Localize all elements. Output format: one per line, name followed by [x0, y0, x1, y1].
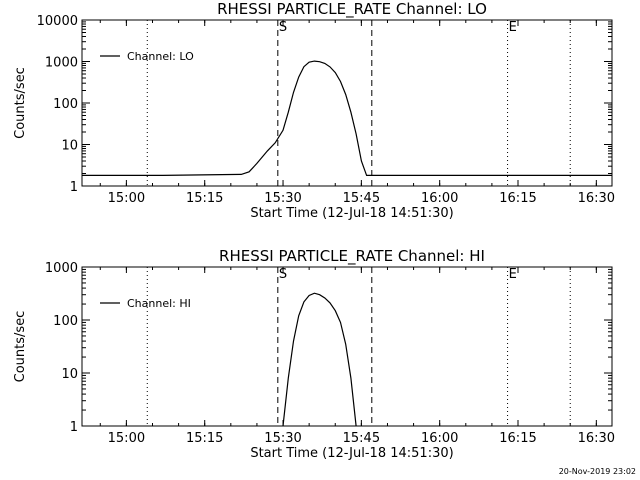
panel-2-x-tick-label: 16:00 [421, 431, 458, 446]
panel-1-legend-label: Channel: LO [127, 50, 194, 63]
panel-1-x-tick-label: 16:00 [421, 191, 458, 206]
panel-1-x-tick-label: 15:15 [186, 191, 223, 206]
panel-2-x-tick-label: 15:15 [186, 431, 223, 446]
panel-2-marker-label: E [509, 267, 517, 282]
panel-1-y-tick-label: 1000 [45, 56, 78, 71]
panel-2-x-tick-label: 15:30 [264, 431, 301, 446]
panel-1-marker-label: E [509, 20, 517, 35]
panel-2-y-tick-label: 1000 [45, 261, 78, 276]
timestamp-footer: 20-Nov-2019 23:02 [559, 467, 636, 476]
panel-2-y-tick-label: 100 [53, 314, 78, 329]
panel-1-y-tick-label: 1 [70, 180, 78, 195]
panel-2-y-tick-label: 10 [61, 367, 78, 382]
panel-1-x-tick-label: 15:00 [108, 191, 145, 206]
panel-1-y-tick-label: 100 [53, 97, 78, 112]
panel-2-x-tick-label: 15:00 [108, 431, 145, 446]
panel-2-x-tick-label: 15:45 [343, 431, 380, 446]
panel-1-y-tick-label: 10000 [37, 14, 78, 29]
panel-2-series-line [282, 292, 357, 427]
panel-2-y-tick-label: 1 [70, 420, 78, 435]
panel-2-plot-frame [81, 266, 613, 427]
panel-1-series-line [82, 60, 612, 176]
panel-1-x-tick-label: 16:15 [499, 191, 536, 206]
panel-1-y-tick-label: 10 [61, 139, 78, 154]
panel-1-x-tick-label: 15:45 [343, 191, 380, 206]
panel-1-chart-title: RHESSI PARTICLE_RATE Channel: LO [217, 0, 487, 19]
panel-2-y-axis-label: Counts/sec [13, 311, 28, 383]
panel-1-x-tick-label: 16:30 [578, 191, 615, 206]
panel-2-marker-label: S [279, 267, 287, 282]
panel-2-x-tick-label: 16:15 [499, 431, 536, 446]
panel-2-x-tick-label: 16:30 [578, 431, 615, 446]
panel-1-plot-frame [81, 19, 613, 187]
panel-2-chart-title: RHESSI PARTICLE_RATE Channel: HI [219, 247, 485, 266]
panel-1-x-tick-label: 15:30 [264, 191, 301, 206]
panel-1-y-axis-label: Counts/sec [13, 67, 28, 139]
panel-2-x-axis-label: Start Time (12-Jul-18 14:51:30) [250, 446, 453, 461]
panel-1-marker-label: S [279, 20, 287, 35]
panel-1-x-axis-label: Start Time (12-Jul-18 14:51:30) [250, 206, 453, 221]
panel-2-legend-label: Channel: HI [127, 297, 191, 310]
